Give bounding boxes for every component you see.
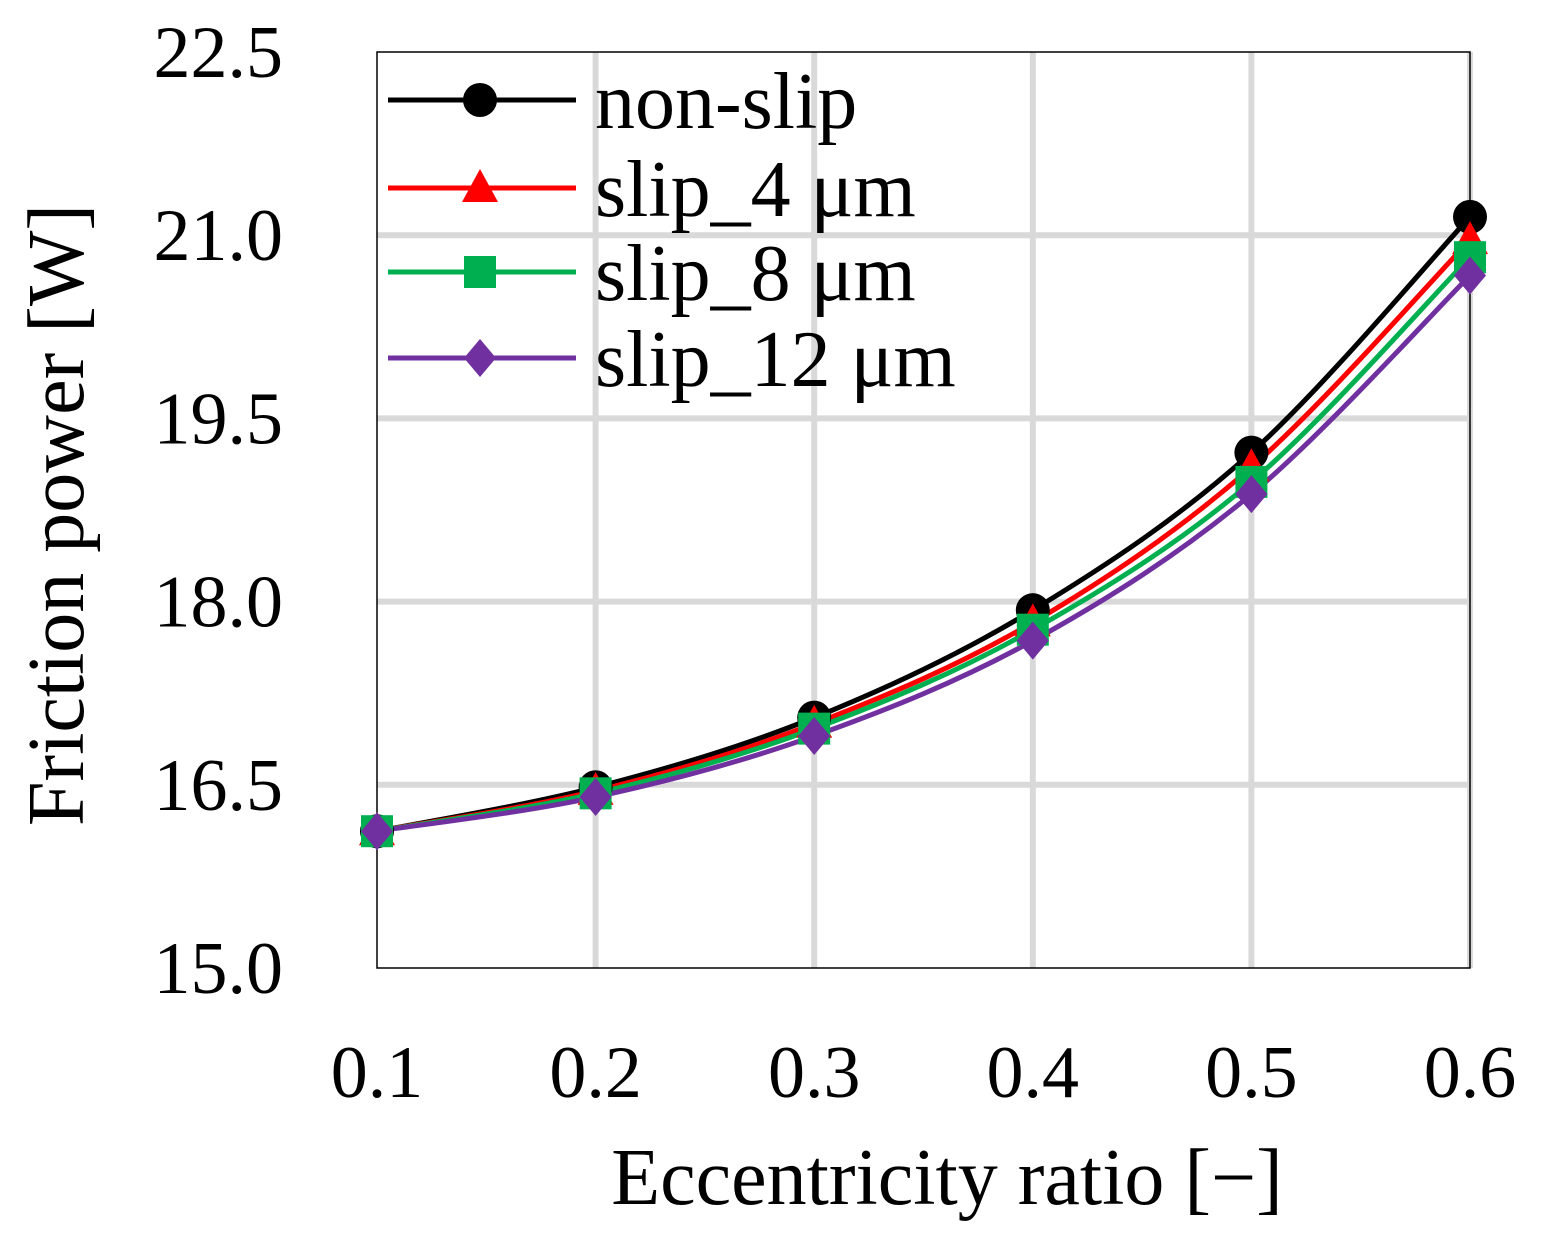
y-tick-label: 22.5 (154, 12, 284, 94)
x-tick-label: 0.5 (1205, 1032, 1298, 1114)
x-tick-label: 0.3 (768, 1032, 861, 1114)
legend-label: non-slip (595, 58, 857, 146)
grid (377, 52, 1473, 968)
y-tick-label: 19.5 (154, 378, 284, 460)
tick-labels: 0.1 0.2 0.3 0.4 0.5 0.6 15.0 16.5 18.0 19.5 21.0 22… (154, 12, 1517, 1114)
legend-item: slip_4 μm (388, 146, 916, 234)
y-tick-label: 21.0 (154, 195, 284, 277)
legend-item: slip_8 μm (388, 230, 916, 318)
plot-area-border (376, 51, 1471, 969)
legend-label: slip_8 μm (595, 230, 916, 318)
y-axis-label: Friction power [W] (13, 204, 101, 826)
legend-marker (462, 169, 498, 202)
data-point (1454, 256, 1486, 295)
series-layer (359, 199, 1488, 851)
x-axis-label: Eccentricity ratio [−] (611, 1134, 1282, 1222)
legend-marker (464, 339, 496, 377)
legend-label: slip_4 μm (595, 146, 916, 234)
data-point (1453, 199, 1487, 234)
legend-marker (464, 256, 496, 288)
data-point (1235, 475, 1268, 514)
x-tick-label: 0.1 (331, 1032, 424, 1114)
legend-item: slip_12 μm (388, 316, 956, 404)
y-tick-label: 15.0 (154, 928, 284, 1010)
legend-label: slip_12 μm (595, 316, 956, 404)
data-point (361, 812, 393, 851)
x-tick-label: 0.4 (987, 1032, 1080, 1114)
data-point (579, 778, 612, 817)
x-tick-label: 0.6 (1424, 1032, 1517, 1114)
data-point (1016, 621, 1049, 660)
y-tick-label: 16.5 (154, 745, 284, 827)
legend-marker (463, 83, 497, 117)
legend-item: non-slip (388, 58, 857, 146)
x-tick-label: 0.2 (549, 1032, 642, 1114)
data-point (798, 716, 831, 755)
y-tick-label: 18.0 (154, 562, 284, 644)
